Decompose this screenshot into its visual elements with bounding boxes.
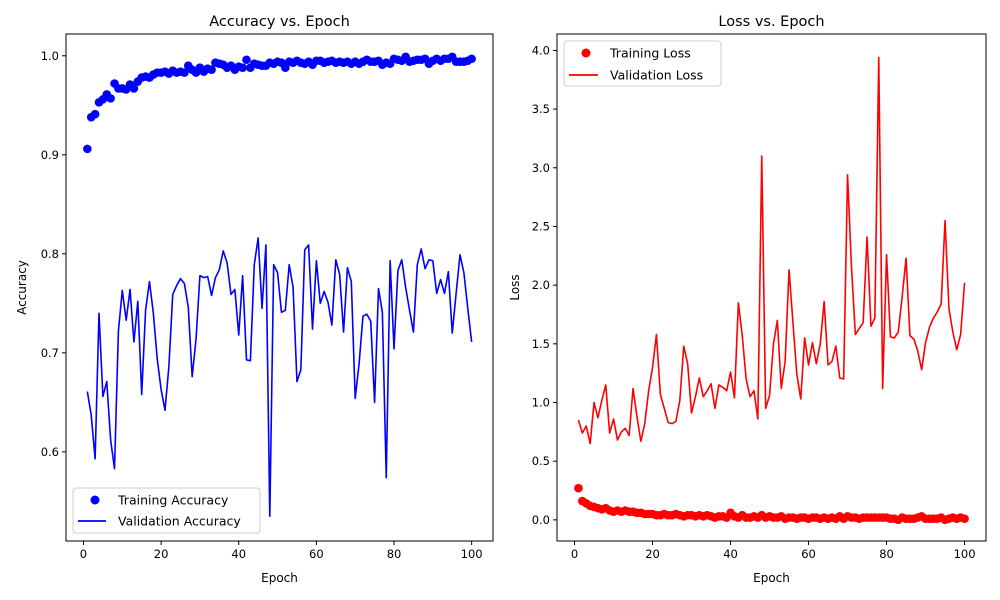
accuracy-x-tick-label: 0 bbox=[80, 547, 87, 561]
legend-training-loss-label: Training Loss bbox=[609, 46, 691, 61]
validation-loss-line bbox=[577, 56, 966, 445]
accuracy-y-tick-label: 0.6 bbox=[41, 445, 59, 459]
accuracy-x-tick-label: 20 bbox=[154, 547, 169, 561]
training-loss-point bbox=[960, 514, 969, 523]
loss-x-tick-label: 20 bbox=[645, 547, 660, 561]
accuracy-y-axis-label: Accuracy bbox=[15, 260, 29, 315]
loss-y-tick-label: 2.5 bbox=[532, 219, 550, 233]
training-accuracy-point bbox=[83, 144, 92, 154]
accuracy-chart: Accuracy vs. Epoch 0 20 40 60 80 100 0.6 0.7 0.8… bbox=[15, 14, 494, 585]
loss-x-tick-label: 60 bbox=[801, 547, 816, 561]
loss-x-tick-label: 40 bbox=[723, 547, 738, 561]
training-accuracy-point bbox=[90, 109, 100, 119]
training-accuracy-point bbox=[129, 84, 139, 93]
accuracy-x-tick-label: 100 bbox=[461, 547, 483, 561]
training-accuracy-point bbox=[180, 68, 189, 77]
loss-plot-area bbox=[574, 56, 969, 525]
accuracy-legend-frame bbox=[72, 487, 261, 534]
loss-y-axis-label: Loss bbox=[508, 274, 522, 300]
loss-chart: Loss vs. Epoch 0 20 40 60 80 100 0.0 0.5 1.0 1.5 2… bbox=[508, 14, 987, 585]
loss-ticks: 0 20 40 60 80 100 0.0 0.5 1.0 1.5 2.0 2.5 3.0 3.5 4.0 bbox=[532, 43, 976, 561]
loss-legend: Training Loss Validation Loss bbox=[563, 40, 722, 87]
loss-x-tick-label: 0 bbox=[571, 547, 578, 561]
accuracy-ticks: 0 20 40 60 80 100 0.6 0.7 0.8 0.9 1.0 bbox=[41, 49, 483, 561]
legend-validation-loss-label: Validation Loss bbox=[610, 68, 703, 83]
loss-x-tick-label: 100 bbox=[954, 547, 976, 561]
accuracy-axes-frame bbox=[65, 33, 494, 542]
loss-y-tick-label: 0.5 bbox=[532, 454, 550, 468]
accuracy-x-tick-label: 80 bbox=[387, 547, 402, 561]
loss-y-tick-label: 0.0 bbox=[532, 513, 550, 527]
legend-validation-accuracy-label: Validation Accuracy bbox=[118, 514, 241, 529]
loss-x-tick-label: 80 bbox=[879, 547, 894, 561]
loss-legend-frame bbox=[563, 40, 722, 87]
training-accuracy-point bbox=[242, 55, 251, 65]
loss-y-tick-label: 3.0 bbox=[532, 161, 550, 175]
training-accuracy-point bbox=[207, 65, 216, 74]
accuracy-x-axis-label: Epoch bbox=[261, 571, 298, 585]
training-accuracy-point bbox=[238, 63, 247, 72]
legend-training-loss-marker bbox=[581, 48, 591, 58]
training-accuracy-point bbox=[106, 94, 115, 103]
accuracy-plot-area bbox=[83, 52, 476, 518]
accuracy-y-tick-label: 0.8 bbox=[41, 247, 59, 261]
training-loss-point bbox=[574, 483, 583, 493]
loss-y-tick-label: 3.5 bbox=[532, 102, 550, 116]
legend-training-accuracy-marker bbox=[90, 495, 100, 505]
training-accuracy-point bbox=[467, 54, 476, 64]
loss-x-axis-label: Epoch bbox=[753, 571, 790, 585]
loss-y-tick-label: 2.0 bbox=[532, 278, 550, 292]
loss-chart-title: Loss vs. Epoch bbox=[718, 14, 824, 30]
loss-y-tick-label: 1.5 bbox=[532, 337, 550, 351]
accuracy-chart-title: Accuracy vs. Epoch bbox=[209, 14, 350, 30]
legend-training-accuracy-label: Training Accuracy bbox=[117, 493, 229, 508]
accuracy-x-tick-label: 60 bbox=[309, 547, 324, 561]
accuracy-y-tick-label: 0.7 bbox=[41, 346, 59, 360]
accuracy-x-tick-label: 40 bbox=[231, 547, 246, 561]
validation-accuracy-line bbox=[86, 237, 473, 518]
loss-axes-frame bbox=[556, 33, 987, 542]
accuracy-y-tick-label: 0.9 bbox=[41, 148, 59, 162]
loss-y-tick-label: 1.0 bbox=[532, 396, 550, 410]
accuracy-y-tick-label: 1.0 bbox=[41, 49, 59, 63]
accuracy-legend: Training Accuracy Validation Accuracy bbox=[72, 487, 261, 534]
loss-y-tick-label: 4.0 bbox=[532, 43, 550, 57]
